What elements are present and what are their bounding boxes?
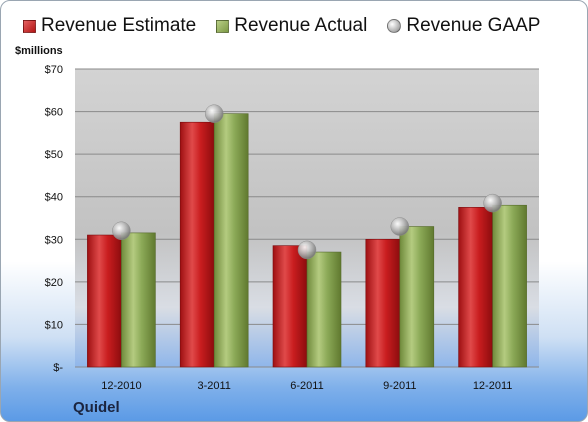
marker-revenue-gaap	[390, 217, 410, 236]
y-tick-label: $50	[45, 149, 63, 161]
y-tick-label: $70	[45, 64, 63, 76]
x-tick-label: 3-2011	[197, 380, 230, 392]
legend-swatch-gaap	[387, 19, 402, 33]
bar-revenue-estimate	[365, 238, 401, 368]
legend-label-gaap: Revenue GAAP	[406, 15, 541, 36]
legend: Revenue Estimate Revenue Actual Revenue …	[23, 15, 540, 37]
legend-swatch-estimate	[23, 19, 36, 33]
legend-item-estimate: Revenue Estimate	[23, 15, 196, 37]
marker-revenue-gaap	[204, 104, 224, 123]
y-tick-label: $60	[45, 107, 63, 119]
bar-revenue-actual	[213, 113, 249, 368]
bar-revenue-estimate	[458, 207, 493, 368]
bar-revenue-actual	[399, 226, 435, 368]
units-label: $millions	[15, 45, 63, 57]
bar-revenue-actual	[306, 251, 342, 368]
company-name: Quidel	[73, 399, 120, 416]
x-tick-label: 9-2011	[383, 380, 416, 392]
x-tick-label: 12-2010	[101, 380, 141, 392]
marker-revenue-gaap	[483, 193, 502, 213]
bar-revenue-estimate	[179, 121, 215, 368]
y-tick-label: $-	[53, 362, 63, 374]
bar-revenue-actual	[121, 232, 156, 368]
marker-revenue-gaap	[297, 240, 317, 260]
y-tick-label: $30	[45, 234, 63, 246]
bar-revenue-estimate	[87, 234, 122, 368]
x-tick-label: 12-2011	[473, 380, 513, 392]
y-tick-label: $20	[45, 277, 63, 289]
legend-label-estimate: Revenue Estimate	[41, 15, 197, 36]
legend-label-actual: Revenue Actual	[234, 15, 368, 36]
y-tick-label: $40	[45, 192, 63, 204]
legend-swatch-actual	[216, 19, 230, 33]
marker-revenue-gaap	[112, 221, 131, 241]
bar-revenue-actual	[492, 204, 527, 368]
legend-item-actual: Revenue Actual	[216, 15, 367, 37]
legend-item-gaap: Revenue GAAP	[387, 15, 540, 37]
x-tick-label: 6-2011	[290, 380, 323, 392]
y-tick-label: $10	[45, 319, 63, 331]
bar-revenue-estimate	[272, 245, 308, 368]
